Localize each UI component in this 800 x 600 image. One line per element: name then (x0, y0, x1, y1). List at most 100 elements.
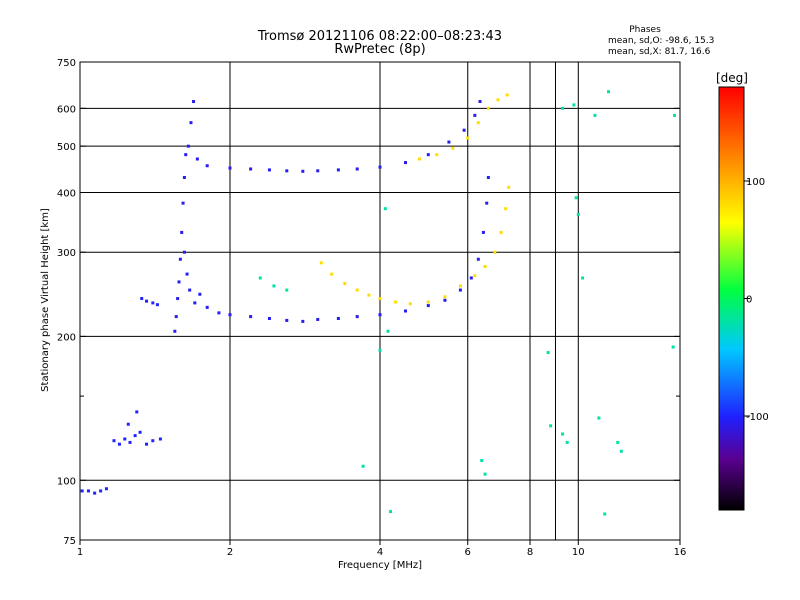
y-tick-label: 300 (57, 248, 76, 259)
data-point (123, 437, 127, 441)
chart-title: Tromsø 20121106 08:22:00–08:23:43 (257, 29, 502, 44)
data-point (607, 90, 611, 94)
data-point (151, 301, 155, 305)
data-point (178, 257, 182, 261)
y-tick-label: 500 (57, 142, 76, 153)
data-point (378, 313, 382, 317)
data-point (486, 106, 490, 110)
data-point (403, 161, 407, 165)
data-point (576, 212, 580, 216)
data-point (138, 430, 142, 434)
data-point (426, 153, 430, 157)
chart-subtitle: RwPretec (8p) (334, 42, 425, 57)
data-point (561, 432, 565, 436)
data-point (478, 100, 482, 104)
data-point (133, 434, 137, 438)
data-point (435, 153, 439, 157)
data-point (267, 316, 271, 320)
data-point (185, 272, 189, 276)
series-3 (319, 93, 511, 306)
data-point (574, 196, 578, 200)
colorbar-gradient (719, 87, 744, 510)
data-point (145, 299, 149, 303)
data-point (496, 98, 500, 102)
data-point (301, 169, 305, 173)
data-point (195, 157, 199, 161)
data-point (155, 303, 159, 307)
colorbar-tick-label: 0 (746, 295, 752, 306)
data-point (182, 175, 186, 179)
phase-stats-o: mean, sd,O: -98.6, 15.3 (608, 36, 714, 46)
data-point (205, 164, 209, 168)
data-point (480, 458, 484, 462)
data-point (343, 282, 347, 286)
data-point (469, 276, 473, 280)
data-point (205, 305, 209, 309)
data-point (505, 93, 509, 97)
data-point (483, 472, 487, 476)
data-point (378, 297, 382, 301)
data-point (188, 288, 192, 292)
x-tick-label: 2 (227, 547, 233, 558)
data-point (228, 166, 232, 170)
data-point (403, 309, 407, 313)
data-point (481, 230, 485, 234)
y-tick-label: 600 (57, 104, 76, 115)
data-point (493, 250, 497, 254)
data-points (80, 90, 677, 516)
x-tick-label: 6 (465, 547, 471, 558)
data-point (458, 288, 462, 292)
data-point (597, 416, 601, 420)
data-point (177, 280, 181, 284)
data-point (361, 464, 365, 468)
colorbar-label: [deg] (716, 71, 748, 85)
data-point (561, 106, 565, 110)
data-point (228, 313, 232, 317)
data-point (673, 113, 677, 117)
data-point (145, 442, 149, 446)
data-point (443, 298, 447, 302)
data-point (336, 168, 340, 172)
data-point (99, 489, 103, 493)
data-point (483, 265, 487, 269)
y-tick-label: 100 (57, 476, 76, 487)
data-point (249, 315, 253, 319)
axis-ticks: 1 2 4 6 8 10 16 75 100 200 300 400 500 600 750 (57, 58, 686, 558)
data-point (473, 113, 477, 117)
series-2 (195, 100, 482, 173)
data-point (426, 300, 430, 304)
data-point (486, 175, 490, 179)
data-point (285, 318, 289, 322)
data-point (451, 146, 455, 150)
data-point (473, 274, 477, 278)
data-point (616, 440, 620, 444)
data-point (285, 169, 289, 173)
data-point (316, 169, 320, 173)
colorbar-tick-label: -100 (746, 412, 769, 423)
x-axis-label: Frequency [MHz] (338, 560, 422, 571)
data-point (378, 165, 382, 169)
data-point (565, 440, 569, 444)
data-point (499, 230, 503, 234)
data-point (267, 168, 271, 172)
phase-stats-heading: Phases (629, 25, 661, 35)
data-point (443, 295, 447, 299)
data-point (458, 284, 462, 288)
data-point (330, 272, 334, 276)
data-point (193, 301, 197, 305)
data-point (176, 297, 180, 301)
data-point (316, 317, 320, 321)
data-point (112, 439, 116, 443)
data-point (158, 437, 162, 441)
data-point (182, 250, 186, 254)
data-point (151, 439, 155, 443)
x-tick-label: 16 (674, 547, 687, 558)
colorbar-tick-label: 100 (746, 177, 765, 188)
data-point (285, 288, 289, 292)
x-tick-label: 4 (377, 547, 383, 558)
data-point (581, 276, 585, 280)
data-point (272, 284, 276, 288)
y-tick-label: 750 (57, 58, 76, 69)
data-point (355, 288, 359, 292)
